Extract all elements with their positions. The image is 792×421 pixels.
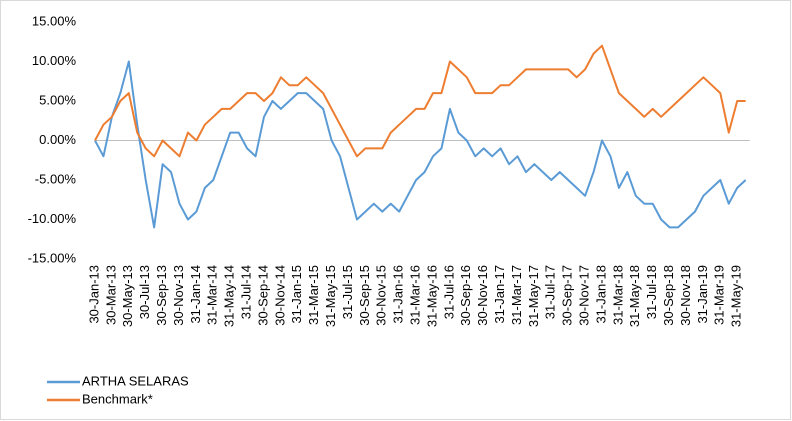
x-tick-label: 31-May-19	[729, 265, 744, 327]
y-tick-label: -15.00%	[28, 250, 77, 265]
x-tick-label: 30-Nov-16	[475, 265, 490, 326]
x-tick-label: 31-Mar-15	[306, 265, 321, 325]
x-tick-label: 30-Jan-13	[86, 265, 101, 324]
x-tick-label: 31-Jan-16	[391, 265, 406, 324]
x-tick-label: 31-May-14	[222, 265, 237, 327]
x-tick-label: 30-Sep-18	[661, 265, 676, 326]
series-line	[94, 60, 747, 229]
x-tick-label: 31-Mar-16	[408, 265, 423, 325]
x-tick-label: 30-Nov-15	[374, 265, 389, 326]
x-tick-label: 30-Sep-13	[154, 265, 169, 326]
x-tick-label: 31-May-18	[627, 265, 642, 327]
x-tick-label: 30-Nov-18	[678, 265, 693, 326]
x-tick-label: 30-Nov-17	[577, 265, 592, 326]
x-tick-label: 30-Nov-13	[171, 265, 186, 326]
x-tick-label: 30-Sep-16	[458, 265, 473, 326]
y-tick-label: 10.00%	[32, 53, 77, 68]
x-tick-label: 30-Sep-17	[560, 265, 575, 326]
x-tick-label: 31-Jan-18	[593, 265, 608, 324]
x-tick-label: 31-Jul-15	[340, 265, 355, 319]
x-tick-label: 31-Jul-18	[644, 265, 659, 319]
x-tick-label: 31-Mar-14	[205, 265, 220, 325]
x-tick-label: 31-Mar-19	[712, 265, 727, 325]
series-line	[94, 44, 746, 158]
x-tick-label: 31-Jan-19	[695, 265, 710, 324]
y-tick-label: 5.00%	[39, 92, 76, 107]
y-tick-label: -10.00%	[28, 211, 77, 226]
legend-label: ARTHA SELARAS	[82, 373, 189, 388]
x-tick-label: 30-Jul-13	[137, 265, 152, 319]
x-tick-label: 30-May-13	[120, 265, 135, 327]
legend-label: Benchmark*	[82, 391, 153, 406]
x-tick-label: 30-Mar-13	[103, 265, 118, 325]
x-tick-label: 31-May-16	[424, 265, 439, 327]
x-tick-label: 30-Sep-15	[357, 265, 372, 326]
x-tick-label: 31-Jul-16	[441, 265, 456, 319]
x-tick-label: 31-May-17	[526, 265, 541, 327]
x-tick-label: 31-May-15	[323, 265, 338, 327]
x-tick-label: 31-Jul-17	[543, 265, 558, 319]
y-tick-label: 0.00%	[39, 132, 76, 147]
x-tick-label: 30-Nov-14	[272, 265, 287, 326]
x-tick-label: 31-Jan-17	[492, 265, 507, 324]
y-tick-label: 15.00%	[32, 13, 77, 28]
x-tick-label: 31-Jan-15	[289, 265, 304, 324]
x-tick-label: 31-Mar-18	[610, 265, 625, 325]
y-tick-label: -5.00%	[35, 171, 77, 186]
x-tick-label: 30-Sep-14	[255, 265, 270, 326]
x-tick-label: 31-Mar-17	[509, 265, 524, 325]
x-tick-label: 31-Jan-14	[188, 265, 203, 324]
x-tick-label: 31-Jul-14	[239, 265, 254, 319]
